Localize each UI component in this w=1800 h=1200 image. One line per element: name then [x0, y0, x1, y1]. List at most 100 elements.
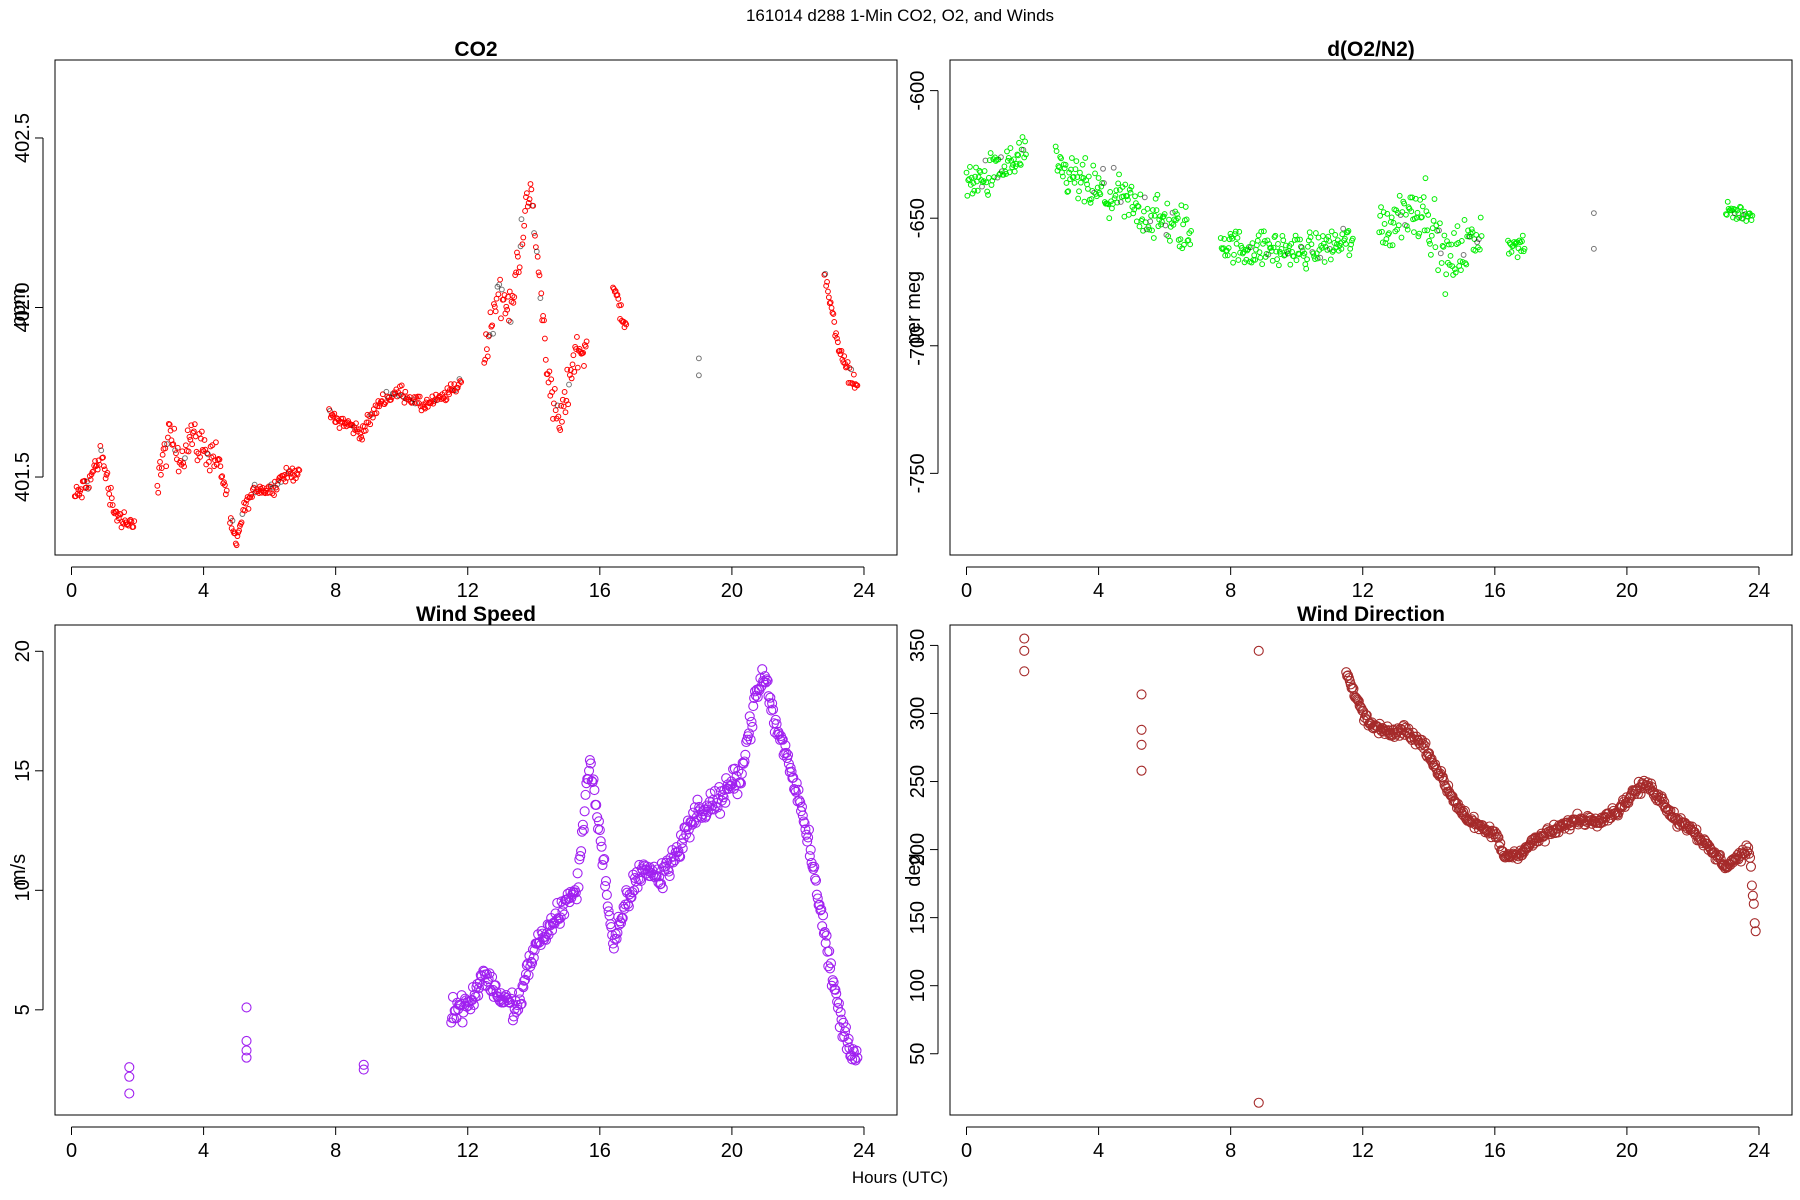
wind-speed-data-point	[789, 784, 800, 795]
co2-data-point	[537, 295, 544, 302]
o2-data-point	[1099, 180, 1106, 186]
wind-speed-data-point	[771, 718, 782, 730]
wind-speed-data-point	[457, 1017, 468, 1028]
o2-data-point	[1070, 173, 1077, 180]
wind-speed-data-point	[603, 906, 614, 917]
wind-speed-data-point	[732, 789, 743, 800]
wind-direction-data-point	[1713, 852, 1724, 863]
wind-speed-data-point	[796, 806, 807, 817]
wind-direction-data-point	[1426, 753, 1437, 765]
co2-data-point	[531, 230, 537, 236]
co2-data-point	[527, 181, 534, 187]
wind-speed-data-point	[715, 808, 726, 819]
o2-data-point	[1236, 228, 1243, 235]
o2-data-point	[1059, 173, 1066, 180]
wind-speed-data-point	[588, 774, 599, 785]
wind-direction-data-point	[1629, 789, 1640, 800]
wind-speed-data-point	[608, 943, 619, 954]
o2-data-point	[1408, 208, 1415, 215]
wind-speed-data-point	[739, 756, 750, 767]
o2-data-point	[1736, 214, 1743, 221]
co2-data-point	[487, 309, 494, 316]
wind-direction-title: Wind Direction	[1297, 603, 1445, 626]
wind-speed-data-point	[825, 963, 836, 974]
wind-speed-data-point	[824, 946, 835, 957]
o2-data-point	[1153, 207, 1160, 214]
wind-speed-data-point	[358, 1059, 369, 1070]
co2-data-point	[828, 304, 835, 311]
wind-direction-data-point	[1492, 831, 1503, 842]
o2-data-point	[1397, 212, 1404, 218]
co2-data-point	[222, 482, 228, 488]
o2-data-point	[1723, 211, 1730, 218]
o2-data-point	[1514, 254, 1521, 261]
co2-data-point	[571, 368, 578, 375]
o2-data-point	[1004, 157, 1011, 164]
wind-speed-data-point	[825, 958, 837, 969]
wind-speed-title: Wind Speed	[416, 603, 536, 626]
co2-data-point	[521, 222, 528, 229]
wind-speed-data-point	[798, 816, 809, 827]
wind-direction-data-point	[1727, 857, 1739, 868]
o2-data-point	[1280, 237, 1287, 244]
o2-data-point	[1017, 161, 1024, 168]
co2-data-point	[481, 359, 488, 366]
co2-data-point	[367, 421, 374, 428]
wind-speed-data-point	[617, 913, 628, 924]
o2-data-point	[1474, 239, 1481, 246]
wind-speed-data-point	[528, 952, 539, 963]
o2-data-point	[1089, 188, 1096, 194]
o2-data-point	[974, 187, 981, 194]
wind-direction-data-point	[1744, 848, 1755, 859]
co2-data-point	[507, 319, 514, 325]
co2-data-point	[189, 441, 196, 448]
o2-data-point	[1438, 260, 1445, 266]
wind-direction-data-point	[1352, 695, 1363, 706]
co2-data-point	[222, 491, 229, 498]
co2-data-point	[614, 291, 621, 298]
co2-data-point	[838, 347, 845, 354]
o2-y-tick-label: -750	[907, 453, 929, 493]
co2-data-point	[107, 501, 113, 508]
o2-data-point	[1415, 233, 1422, 240]
o2-data-point	[983, 179, 990, 186]
co2-data-point	[532, 232, 538, 239]
wind-direction-data-point	[1747, 890, 1758, 901]
wind-speed-data-point	[578, 824, 589, 835]
o2-data-point	[1142, 219, 1149, 226]
co2-data-point	[245, 505, 252, 512]
o2-data-point	[1162, 222, 1169, 229]
o2-data-point	[984, 188, 991, 195]
o2-data-point	[1217, 235, 1224, 241]
co2-x-tick-label: 12	[457, 580, 479, 602]
o2-data-point	[1221, 236, 1228, 242]
o2-data-point	[1182, 204, 1189, 210]
wind-direction-data-point	[1486, 832, 1497, 843]
co2-data-point	[623, 321, 630, 328]
co2-data-point	[268, 481, 275, 488]
wind-speed-x-tick-label: 16	[589, 1140, 611, 1162]
wind-speed-data-point	[518, 982, 529, 993]
o2-data-point	[1064, 188, 1071, 195]
o2-data-point	[1451, 230, 1457, 236]
o2-data-point	[1342, 241, 1349, 247]
o2-data-point	[1392, 228, 1399, 235]
o2-data-point	[1409, 194, 1416, 201]
o2-data-point	[1023, 151, 1029, 158]
o2-y-tick-label: -650	[907, 198, 929, 238]
o2-data-point	[1398, 234, 1405, 241]
o2-data-point	[1149, 227, 1155, 234]
co2-data-point	[238, 519, 245, 526]
co2-data-point	[541, 335, 548, 342]
o2-data-point	[1403, 223, 1410, 229]
o2-data-point	[1302, 261, 1309, 268]
wind-speed-x-tick-label: 20	[721, 1140, 743, 1162]
co2-data-point	[184, 427, 191, 434]
wind-speed-y-tick-label: 20	[12, 640, 34, 662]
co2-data-point	[331, 410, 338, 417]
o2-data-point	[1061, 165, 1068, 172]
wind-speed-data-point	[736, 768, 747, 779]
wind-speed-data-point	[746, 716, 757, 727]
o2-data-point	[1399, 209, 1406, 215]
